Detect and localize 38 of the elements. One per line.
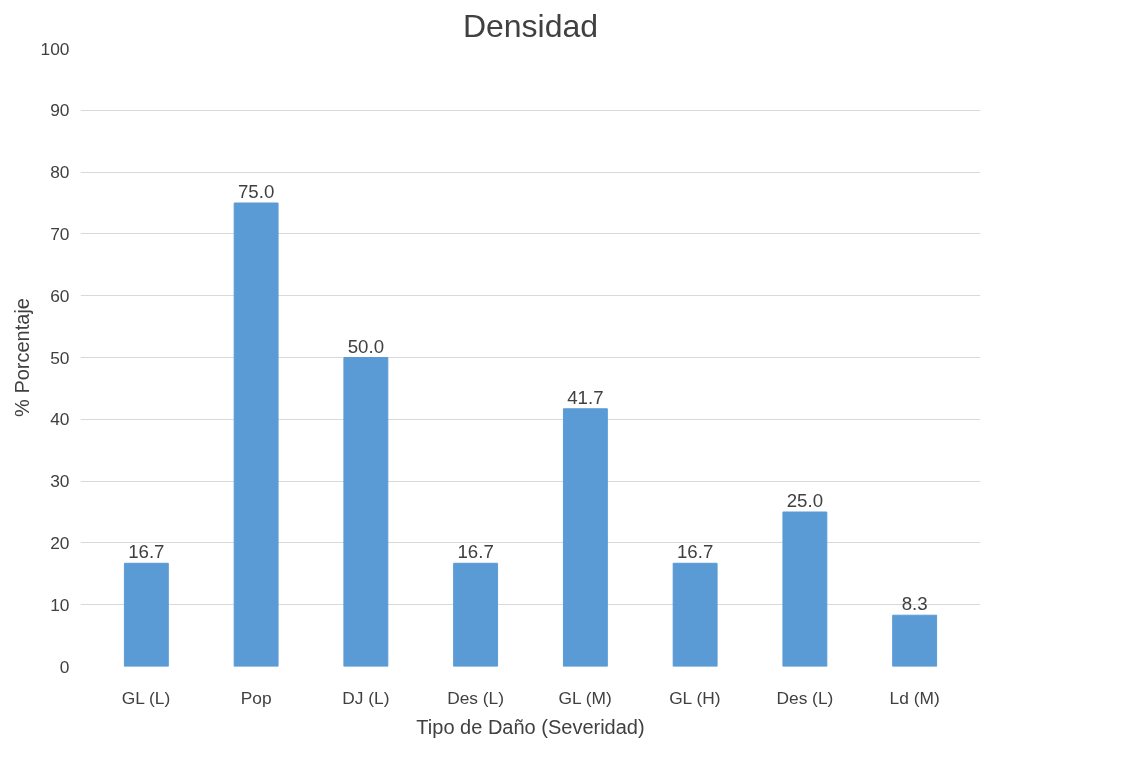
x-tick-label: DJ (L) [342,687,390,708]
bar [123,562,169,667]
y-tick-label: 60 [50,285,70,306]
y-tick-label: 40 [50,409,70,430]
bar [562,408,608,667]
y-tick-label: 20 [50,532,70,553]
data-label: 16.7 [128,541,165,563]
chart-title: Densidad [462,7,599,44]
x-tick-label: GL (L) [121,687,171,708]
x-axis-title: Tipo de Daño (Severidad) [416,715,645,738]
y-tick-label: 0 [59,656,70,677]
y-axis-title: % Porcentaje [10,298,33,417]
bar [343,357,389,667]
x-tick-label: GL (M) [558,687,612,708]
x-tick-label: GL (H) [669,687,721,708]
bar [233,202,279,667]
y-tick-label: 100 [40,38,70,59]
y-tick-label: 90 [50,100,70,121]
y-tick-label: 10 [50,594,70,615]
x-tick-label: Des (L) [447,687,505,708]
y-tick-label: 70 [50,223,70,244]
data-label: 16.7 [457,541,494,563]
data-label: 75.0 [237,181,275,202]
x-tick-label: Pop [240,687,272,708]
data-label: 41.7 [567,386,604,408]
data-label: 50.0 [347,335,385,357]
bar [782,511,828,667]
data-label: 8.3 [901,593,928,615]
y-tick-label: 30 [50,471,70,492]
x-tick-label: Ld (M) [889,687,940,708]
bar [672,562,718,667]
y-tick-label: 50 [50,347,70,368]
x-tick-label: Des (L) [776,687,834,708]
y-tick-label: 80 [50,162,70,183]
data-label: 16.7 [676,541,714,563]
bar [892,614,938,667]
bar [453,562,499,667]
data-label: 25.0 [786,490,824,511]
